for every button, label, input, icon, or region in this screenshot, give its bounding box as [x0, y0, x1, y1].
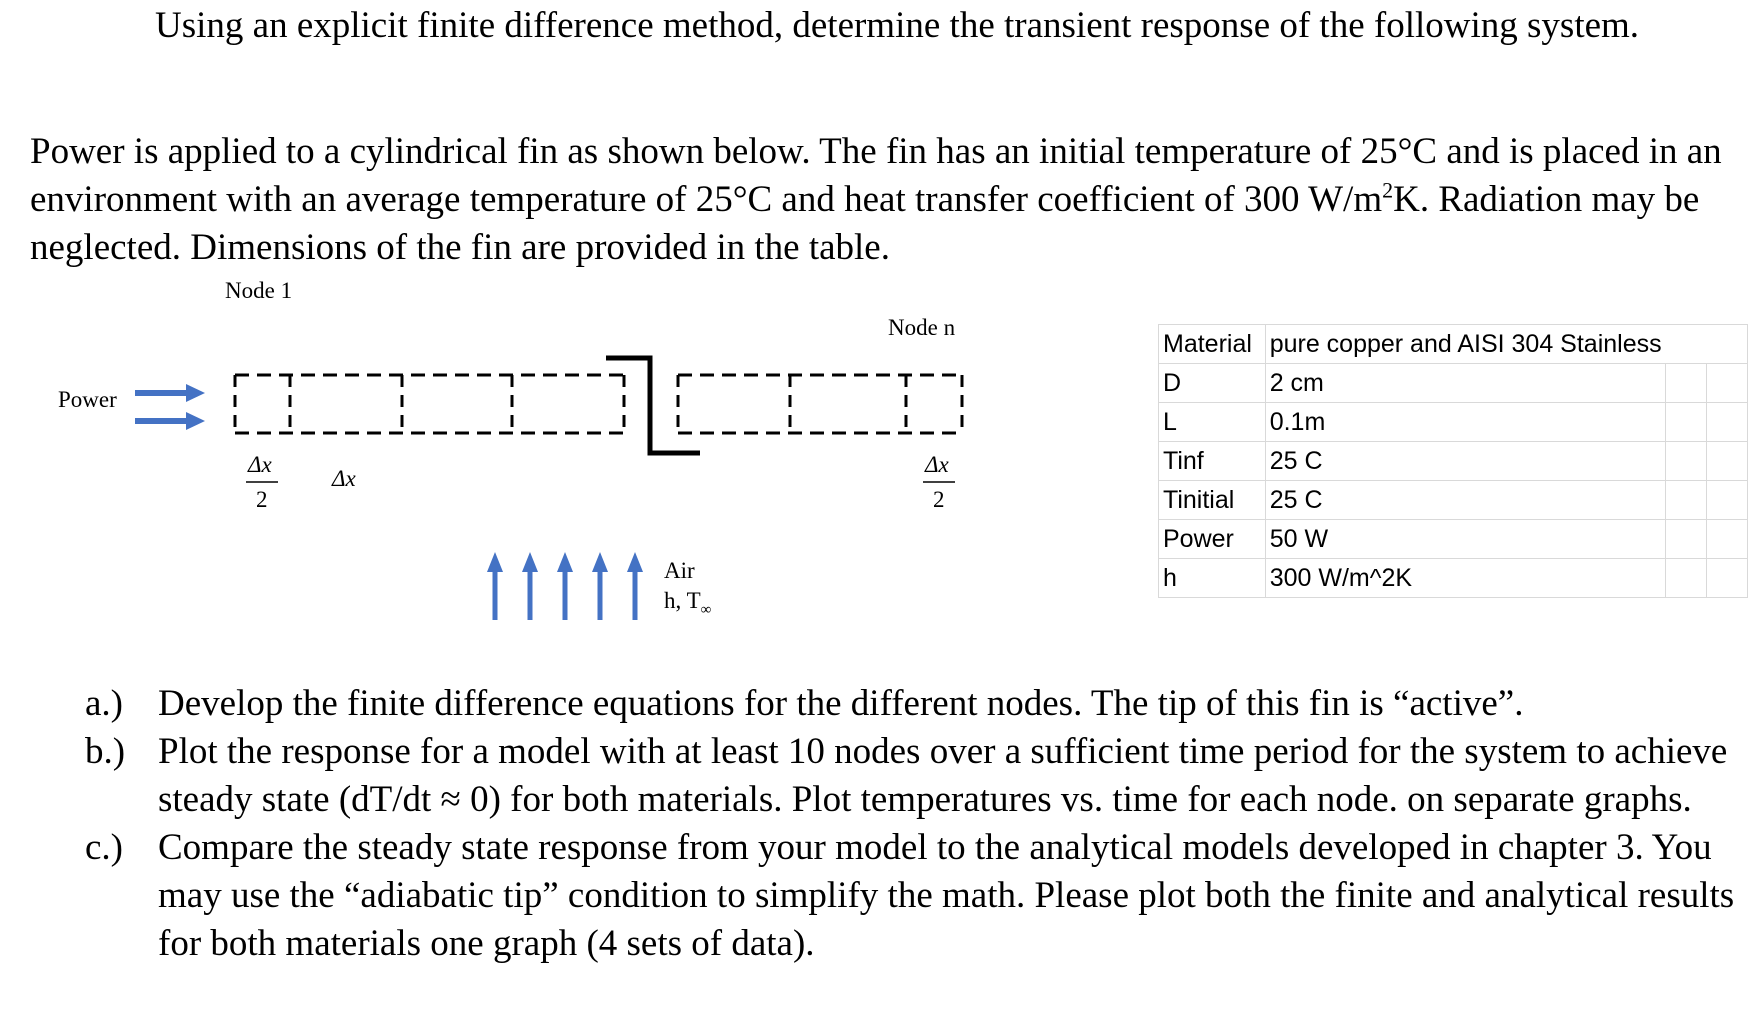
table-cell: pure copper and AISI 304 Stainless: [1264, 324, 1666, 364]
table-row: Tinf 25 C: [1158, 441, 1748, 481]
fin-left-section: [233, 373, 626, 435]
fin-right-section: [676, 373, 964, 435]
table-row: Material pure copper and AISI 304 Stainl…: [1158, 324, 1748, 364]
task-text: Develop the finite difference equations …: [158, 683, 1524, 724]
dx-end-numerator: Δx: [924, 452, 949, 477]
task-item-c: c.) Compare the steady state response fro…: [85, 824, 1735, 968]
task-label: b.): [85, 731, 126, 772]
table-cell: Material: [1158, 324, 1266, 364]
superscript-2: 2: [1382, 177, 1394, 203]
h-tinf-label: h, T∞: [664, 588, 711, 618]
table-cell: [1665, 402, 1708, 442]
table-cell: 25 C: [1264, 441, 1667, 481]
intro-paragraph: Using an explicit finite difference meth…: [30, 2, 1730, 50]
table-cell: [1706, 441, 1748, 481]
dx-half-denominator: 2: [256, 487, 268, 512]
task-text: Plot the response for a model with at le…: [158, 731, 1728, 820]
table-row: D 2 cm: [1158, 363, 1748, 403]
dx-label: Δx: [331, 466, 356, 491]
table-cell: [1706, 480, 1748, 520]
table-cell: [1706, 558, 1748, 598]
table-cell: Tinf: [1158, 441, 1266, 481]
table-cell: h: [1158, 558, 1266, 598]
table-cell: [1706, 324, 1748, 364]
node-1-label: Node 1: [225, 278, 292, 303]
table-cell: Power: [1158, 519, 1266, 559]
dx-half-numerator: Δx: [247, 452, 272, 477]
task-item-b: b.) Plot the response for a model with at…: [85, 728, 1735, 824]
task-label: a.): [85, 683, 123, 724]
h-t-label: h, T: [664, 588, 701, 613]
task-item-a: a.) Develop the finite difference equatio…: [85, 680, 1735, 728]
table-cell: L: [1158, 402, 1266, 442]
table-cell: [1665, 363, 1708, 403]
table-cell: [1665, 558, 1708, 598]
table-row: Tinitial 25 C: [1158, 480, 1748, 520]
table-row: h 300 W/m^2K: [1158, 558, 1748, 598]
table-cell: [1665, 519, 1708, 559]
problem-statement: Power is applied to a cylindrical fin as…: [30, 128, 1730, 272]
table-cell: [1706, 519, 1748, 559]
fin-properties-table: Material pure copper and AISI 304 Stainl…: [1158, 324, 1748, 598]
table-cell: 25 C: [1264, 480, 1667, 520]
task-label: c.): [85, 827, 123, 868]
table-row: Power 50 W: [1158, 519, 1748, 559]
table-cell: 0.1m: [1264, 402, 1667, 442]
dx-end-denominator: 2: [933, 487, 945, 512]
power-label: Power: [58, 387, 117, 412]
table-cell: [1665, 480, 1708, 520]
table-cell: 50 W: [1264, 519, 1667, 559]
infinity-subscript: ∞: [701, 602, 712, 618]
table-cell: [1706, 363, 1748, 403]
fin-diagram: Node 1 Node n Power Δx 2 Δx Δx 2: [58, 278, 964, 620]
table-cell: [1665, 441, 1708, 481]
intro-text: Using an explicit finite difference meth…: [155, 5, 1640, 46]
table-cell: D: [1158, 363, 1266, 403]
table-cell: [1706, 402, 1748, 442]
table-cell: [1665, 324, 1707, 364]
table-row: L 0.1m: [1158, 402, 1748, 442]
table-cell: Tinitial: [1158, 480, 1266, 520]
air-label: Air: [664, 558, 695, 583]
air-flow-arrows-icon: [487, 552, 643, 620]
task-text: Compare the steady state response from y…: [158, 827, 1735, 964]
power-arrow-icon: [135, 384, 205, 430]
problem-text-2: K. Radiation may be neglected. Dimension…: [30, 179, 1700, 268]
table-cell: 2 cm: [1264, 363, 1667, 403]
node-n-label: Node n: [888, 315, 956, 340]
problem-text-1: Power is applied to a cylindrical fin as…: [30, 131, 1722, 220]
fin-break-symbol: [606, 355, 700, 456]
table-cell: 300 W/m^2K: [1264, 558, 1667, 598]
task-list: a.) Develop the finite difference equatio…: [85, 680, 1735, 968]
